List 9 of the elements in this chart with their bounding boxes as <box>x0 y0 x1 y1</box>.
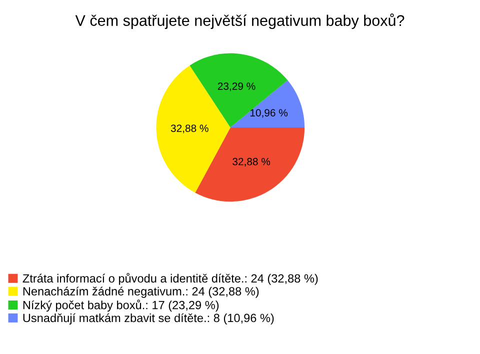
legend-label: Usnadňují matkám zbavit se dítěte.: 8 (10,96 %) <box>23 313 274 324</box>
data-label: 23,29 % <box>218 82 256 92</box>
data-label: 32,88 % <box>232 158 270 166</box>
data-label: 32,88 % <box>170 124 208 134</box>
legend-label: Nenacházím žádné negativum.: 24 (32,88 %) <box>23 286 259 298</box>
chart-title: V čem spatřujete největší negativum baby boxů? <box>75 13 404 29</box>
legend-label: Nízký počet baby boxů.: 17 (23,29 %) <box>23 300 219 312</box>
data-label: 10,96 % <box>250 109 288 118</box>
legend-label: Ztráta informací o původu a identitě dítěte.: 24 (32,88 %) <box>22 272 318 285</box>
